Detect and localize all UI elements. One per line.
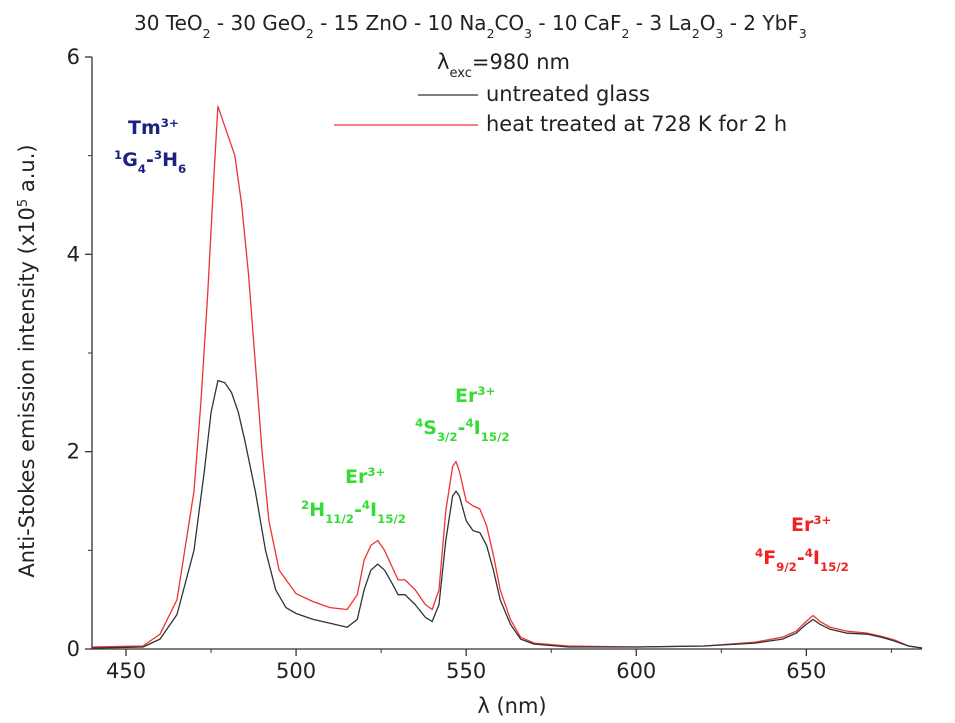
annotation-ion: Er3+ [455,384,495,407]
y-tick-label: 4 [67,242,80,266]
annotation-transition: 4S3/2-4I15/2 [415,416,510,444]
annotation-ion: Tm3+ [128,116,179,139]
x-tick-label: 600 [616,659,656,683]
annotation-0: Tm3+ 1G4-3H6 [114,116,186,176]
chart-title-text: 30 TeO2 - 30 GeO2 - 15 ZnO - 10 Na2CO3 -… [134,11,807,41]
annotation-2: Er3+ 4S3/2-4I15/2 [415,384,510,444]
series-line-untreated [91,379,923,649]
annotation-3: Er3+ 4F9/2-4I15/2 [755,513,849,574]
legend-label: untreated glass [486,82,650,106]
annotation-transition: 4F9/2-4I15/2 [755,546,849,574]
annotation-ion: Er3+ [791,513,831,536]
annotation-transition: 2H11/2-4I15/2 [301,498,406,526]
x-tick-label: 650 [786,659,826,683]
annotation-transition: 1G4-3H6 [114,148,186,176]
series-layer [91,105,923,649]
chart-title: 30 TeO2 - 30 GeO2 - 15 ZnO - 10 Na2CO3 -… [134,11,807,41]
legend: untreated glass heat treated at 728 K for… [334,50,787,136]
x-axis-title: λ (nm) [477,694,546,718]
series-line-heat-treated [91,105,923,649]
y-axis-title: Anti-Stokes emission intensity (x105 a.u… [15,144,39,577]
x-tick-label: 500 [276,659,316,683]
annotation-ion: Er3+ [345,465,385,488]
y-tick-label: 2 [67,440,80,464]
legend-label: heat treated at 728 K for 2 h [486,112,787,136]
x-tick-label: 550 [446,659,486,683]
x-tick-label: 450 [106,659,146,683]
excitation-label: λexc=980 nm [437,50,570,81]
annotation-1: Er3+ 2H11/2-4I15/2 [301,465,406,526]
y-tick-label: 6 [67,45,80,69]
y-tick-label: 0 [67,637,80,661]
axes-layer: 450 500 550 600 650 0 2 4 6 λ (nm) Anti-Stokes emi… [15,45,892,718]
peak-annotations: Tm3+ 1G4-3H6 Er3+ 2H11/2-4I15/2 Er3+ 4S3/2-4I… [114,116,849,574]
